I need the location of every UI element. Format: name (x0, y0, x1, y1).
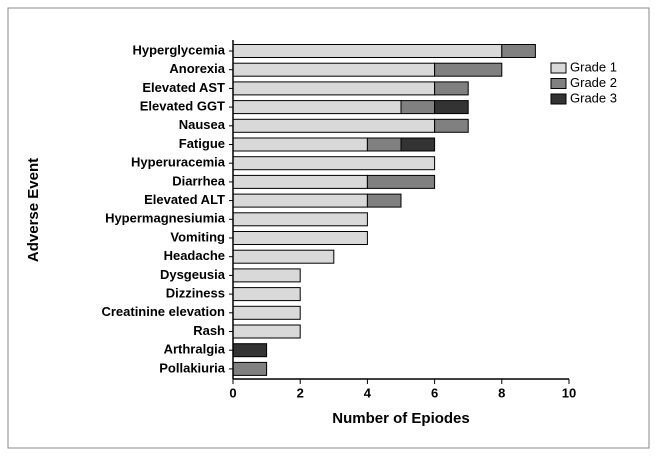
legend-label: Grade 2 (570, 75, 617, 90)
bar-segment (232, 212, 368, 227)
bar-segment (434, 100, 469, 115)
legend-label: Grade 1 (570, 59, 617, 74)
bar-segment (366, 193, 402, 208)
bar-segment (232, 343, 268, 358)
bar-segment (501, 44, 536, 58)
bar-segment (366, 137, 402, 152)
bar-segment (232, 44, 503, 58)
legend-swatch (550, 78, 567, 89)
x-tick-label: 6 (431, 385, 438, 400)
bar-segment (232, 100, 402, 115)
bar-segment (434, 81, 469, 96)
x-tick-label: 0 (229, 385, 236, 400)
legend-swatch (550, 93, 567, 105)
y-tick-label: Vomiting (170, 229, 225, 244)
bar-segment (400, 100, 436, 115)
bar-segment (232, 62, 436, 77)
x-tick-label: 10 (562, 385, 576, 400)
bar-segment (232, 81, 436, 96)
x-axis-label: Number of Epiodes (332, 410, 470, 427)
bar-segment (434, 62, 503, 77)
bar-segment (232, 361, 268, 376)
legend-label: Grade 3 (570, 90, 617, 105)
y-tick-label: Elevated GGT (140, 99, 225, 114)
bar-segment (232, 268, 301, 283)
bar-segment (232, 324, 301, 339)
x-tick-label: 2 (297, 385, 304, 400)
bar-segment (232, 193, 368, 208)
y-axis-label: Adverse Event (25, 158, 42, 262)
y-tick-label: Dysgeusia (160, 267, 226, 282)
frame (7, 7, 650, 449)
y-tick-label: Elevated AST (142, 80, 225, 95)
bar-segment (232, 174, 368, 189)
bar-segment (232, 249, 335, 264)
bar-segment (232, 137, 368, 152)
bar-segment (232, 231, 368, 245)
x-tick-label: 8 (498, 385, 505, 400)
bar-segment (434, 118, 469, 133)
bar-segment (232, 118, 436, 133)
y-tick-label: Headache (164, 248, 225, 263)
bar-segment (366, 174, 436, 189)
y-tick-label: Diarrhea (172, 173, 226, 188)
bar-segment (232, 156, 436, 171)
y-tick-label: Arthralgia (164, 342, 226, 357)
y-tick-label: Rash (193, 323, 225, 338)
y-tick-label: Dizziness (166, 286, 225, 301)
y-tick-label: Anorexia (169, 61, 225, 76)
legend-swatch (550, 62, 567, 74)
y-tick-label: Fatigue (179, 136, 225, 151)
y-tick-label: Pollakiuria (159, 360, 226, 375)
y-tick-label: Hyperglycemia (133, 42, 226, 57)
bar-segment (400, 137, 436, 152)
y-tick-label: Nausea (179, 117, 226, 132)
bar-segment (232, 305, 301, 320)
x-tick-label: 4 (364, 385, 372, 400)
y-tick-label: Hyperuracemia (131, 155, 226, 170)
y-tick-label: Creatinine elevation (101, 304, 225, 319)
y-tick-label: Hypermagnesiumia (105, 211, 226, 226)
bar-segment (232, 287, 301, 302)
y-tick-label: Elevated ALT (144, 192, 225, 207)
